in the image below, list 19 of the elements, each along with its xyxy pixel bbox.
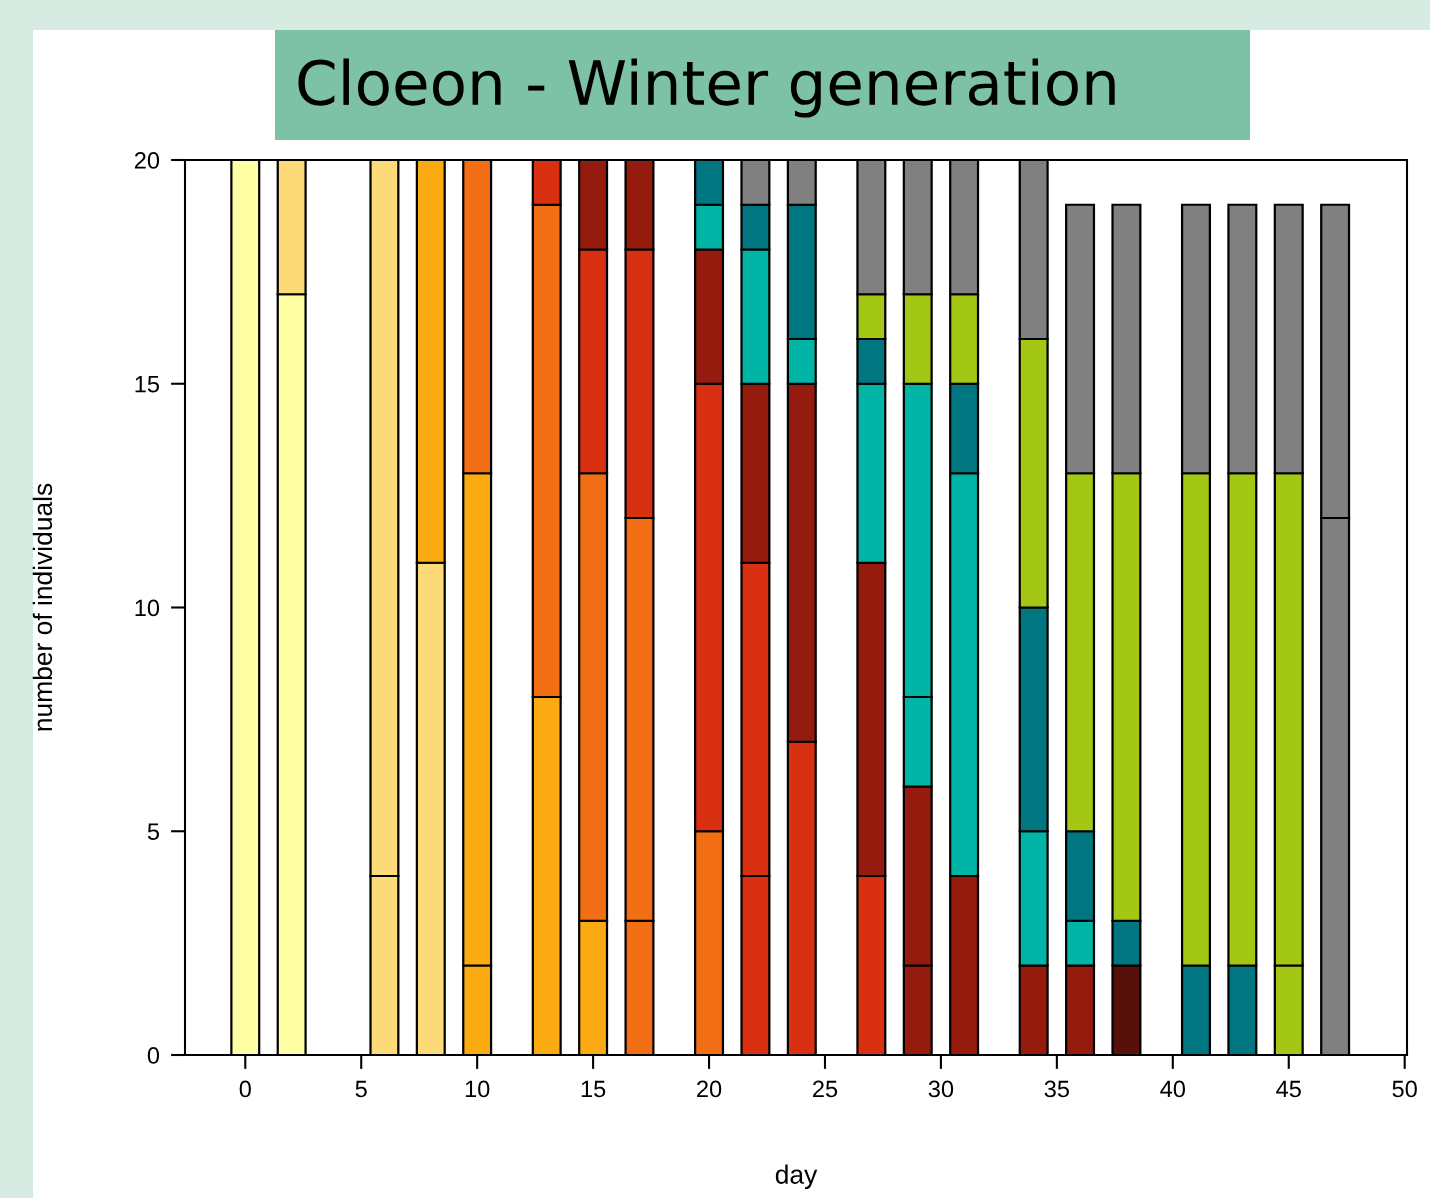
- chart-title: Cloeon - Winter generation: [298, 58, 1115, 118]
- x-axis-title: day: [775, 1164, 818, 1190]
- y-tick-label: 15: [135, 376, 160, 393]
- y-tick-label: 5: [147, 823, 160, 841]
- x-tick-label: 30: [928, 1080, 954, 1098]
- y-axis-title: number of individuals: [32, 483, 53, 731]
- y-tick-label: 10: [135, 599, 160, 617]
- x-tick-label: 40: [1160, 1080, 1186, 1098]
- y-tick-label: 20: [134, 152, 160, 169]
- x-tick-label: 50: [1392, 1080, 1417, 1098]
- y-tick-label: 0: [147, 1047, 160, 1064]
- x-tick-label: 25: [813, 1080, 838, 1098]
- x-tick-label: 0: [239, 1080, 251, 1098]
- x-tick-label: 35: [1044, 1080, 1070, 1098]
- x-tick-label: 5: [355, 1080, 367, 1098]
- x-tick-label: 15: [581, 1080, 606, 1098]
- x-tick-label: 20: [697, 1080, 722, 1098]
- x-tick-label: 45: [1276, 1080, 1301, 1098]
- x-tick-label: 10: [465, 1080, 490, 1098]
